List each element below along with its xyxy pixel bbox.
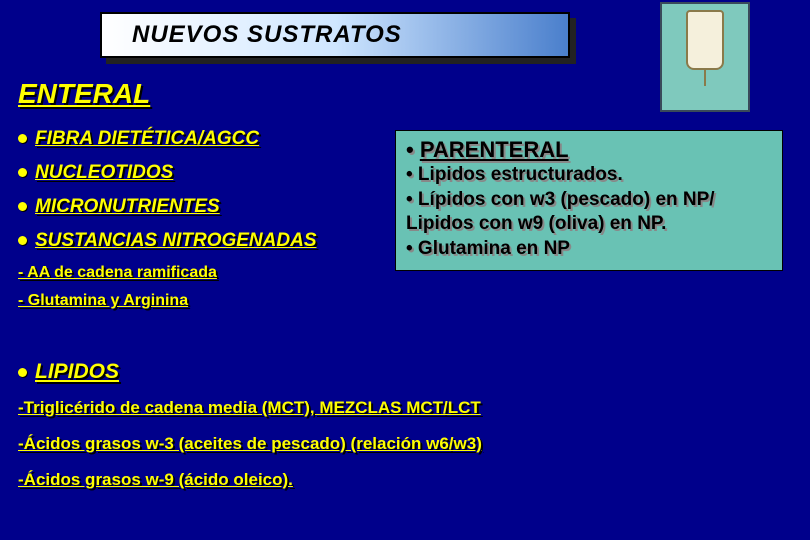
list-item: MICRONUTRIENTES bbox=[18, 196, 378, 218]
enteral-list: FIBRA DIETÉTICA/AGCC NUCLEOTIDOS MICRONU… bbox=[18, 128, 378, 320]
parenteral-line: • Lípidos con w3 (pescado) en NP/ Lipido… bbox=[406, 188, 772, 237]
lipidos-heading: LIPIDOS bbox=[18, 360, 788, 384]
iv-bag-icon bbox=[660, 2, 750, 112]
list-item: NUCLEOTIDOS bbox=[18, 162, 378, 184]
list-subitem: - AA de cadena ramificada bbox=[18, 264, 378, 282]
title-box: NUEVOS SUSTRATOS bbox=[100, 12, 570, 58]
lipidos-line: -Triglicérido de cadena media (MCT), MEZ… bbox=[18, 398, 788, 418]
iv-bag-inner bbox=[686, 10, 724, 70]
parenteral-heading: • PARENTERAL bbox=[406, 137, 772, 163]
lipidos-block: LIPIDOS -Triglicérido de cadena media (M… bbox=[18, 360, 788, 506]
list-item: SUSTANCIAS NITROGENADAS bbox=[18, 230, 378, 252]
list-item: FIBRA DIETÉTICA/AGCC bbox=[18, 128, 378, 150]
list-subitem: - Glutamina y Arginina bbox=[18, 292, 378, 310]
enteral-heading: ENTERAL bbox=[18, 78, 150, 110]
lipidos-line: -Ácidos grasos w-9 (ácido oleico). bbox=[18, 470, 788, 490]
parenteral-line: • Lipidos estructurados. bbox=[406, 163, 772, 188]
parenteral-box: • PARENTERAL • Lipidos estructurados. • … bbox=[395, 130, 783, 271]
parenteral-line: • Glutamina en NP bbox=[406, 237, 772, 262]
title-text: NUEVOS SUSTRATOS bbox=[132, 21, 402, 49]
lipidos-line: -Ácidos grasos w-3 (aceites de pescado) … bbox=[18, 434, 788, 454]
